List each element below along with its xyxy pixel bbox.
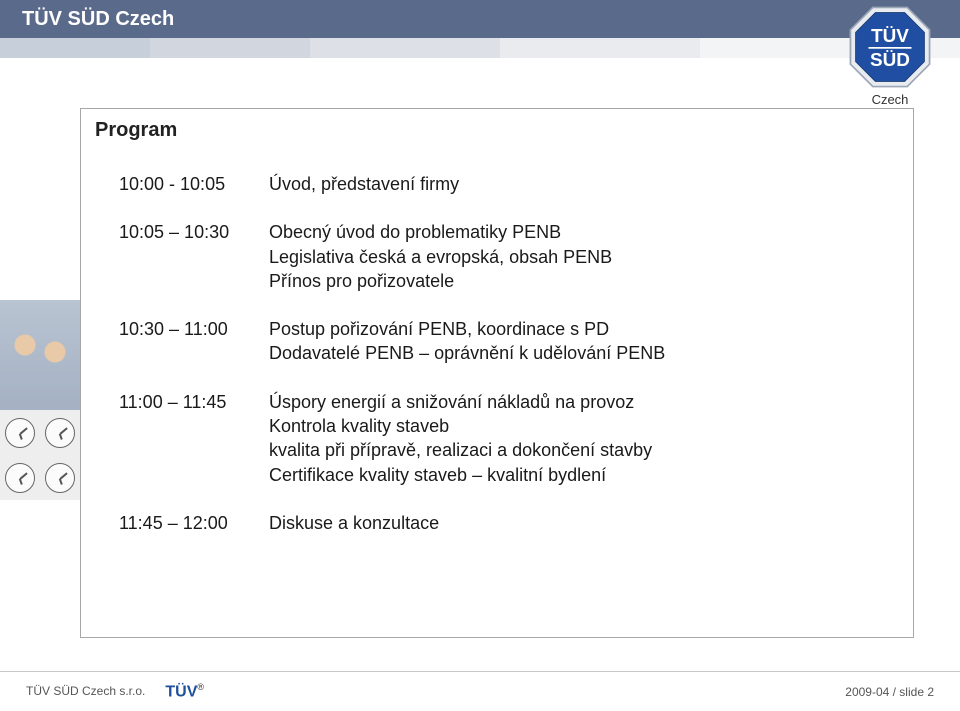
agenda-row: 11:00 – 11:45Úspory energií a snižování … [119, 390, 893, 487]
footer-company: TÜV SÜD Czech s.r.o. [26, 684, 145, 698]
agenda-time: 10:05 – 10:30 [119, 220, 269, 293]
agenda-desc: Úvod, představení firmy [269, 172, 893, 196]
logo-caption: Czech [842, 92, 938, 107]
agenda-row: 10:30 – 11:00Postup pořizování PENB, koo… [119, 317, 893, 366]
agenda-row: 11:45 – 12:00Diskuse a konzultace [119, 511, 893, 535]
agenda-time: 11:00 – 11:45 [119, 390, 269, 487]
agenda-row: 10:05 – 10:30Obecný úvod do problematiky… [119, 220, 893, 293]
agenda-line: Přínos pro pořizovatele [269, 269, 893, 293]
agenda-line: Diskuse a konzultace [269, 511, 893, 535]
content-panel: Program 10:00 - 10:05Úvod, představení f… [80, 108, 914, 638]
agenda-line: Obecný úvod do problematiky PENB [269, 220, 893, 244]
footer-tuv-logo-icon: TÜV® [165, 682, 214, 701]
svg-text:TÜV: TÜV [871, 26, 909, 47]
agenda-line: Certifikace kvality staveb – kvalitní by… [269, 463, 893, 487]
agenda-line: Úvod, představení firmy [269, 172, 893, 196]
agenda-time: 11:45 – 12:00 [119, 511, 269, 535]
agenda-desc: Postup pořizování PENB, koordinace s PDD… [269, 317, 893, 366]
agenda-desc: Diskuse a konzultace [269, 511, 893, 535]
agenda-desc: Obecný úvod do problematiky PENBLegislat… [269, 220, 893, 293]
tuv-logo: TÜV SÜD Czech [842, 4, 938, 107]
org-name: TÜV SÜD Czech [22, 8, 174, 31]
agenda-line: Postup pořizování PENB, koordinace s PD [269, 317, 893, 341]
svg-text:SÜD: SÜD [870, 50, 910, 71]
agenda-row: 10:00 - 10:05Úvod, představení firmy [119, 172, 893, 196]
tuv-octagon-icon: TÜV SÜD [847, 4, 933, 90]
people-photo-icon [0, 300, 80, 410]
side-illustration [0, 300, 80, 500]
agenda-line: Dodavatelé PENB – oprávnění k udělování … [269, 341, 893, 365]
panel-title: Program [81, 109, 913, 172]
agenda-desc: Úspory energií a snižování nákladů na pr… [269, 390, 893, 487]
agenda-list: 10:00 - 10:05Úvod, představení firmy10:0… [81, 172, 913, 535]
footer-page-info: 2009-04 / slide 2 [845, 685, 934, 699]
agenda-line: Kontrola kvality staveb [269, 414, 893, 438]
header-band-gradient [0, 38, 960, 58]
agenda-line: Úspory energií a snižování nákladů na pr… [269, 390, 893, 414]
slide-header: TÜV SÜD Czech TÜV SÜD Czech [0, 0, 960, 114]
slide-footer: TÜV SÜD Czech s.r.o. TÜV® 2009-04 / slid… [0, 671, 960, 711]
agenda-line: kvalita při přípravě, realizaci a dokonč… [269, 438, 893, 462]
agenda-time: 10:30 – 11:00 [119, 317, 269, 366]
clocks-photo-icon [0, 410, 80, 500]
agenda-line: Legislativa česká a evropská, obsah PENB [269, 245, 893, 269]
agenda-time: 10:00 - 10:05 [119, 172, 269, 196]
